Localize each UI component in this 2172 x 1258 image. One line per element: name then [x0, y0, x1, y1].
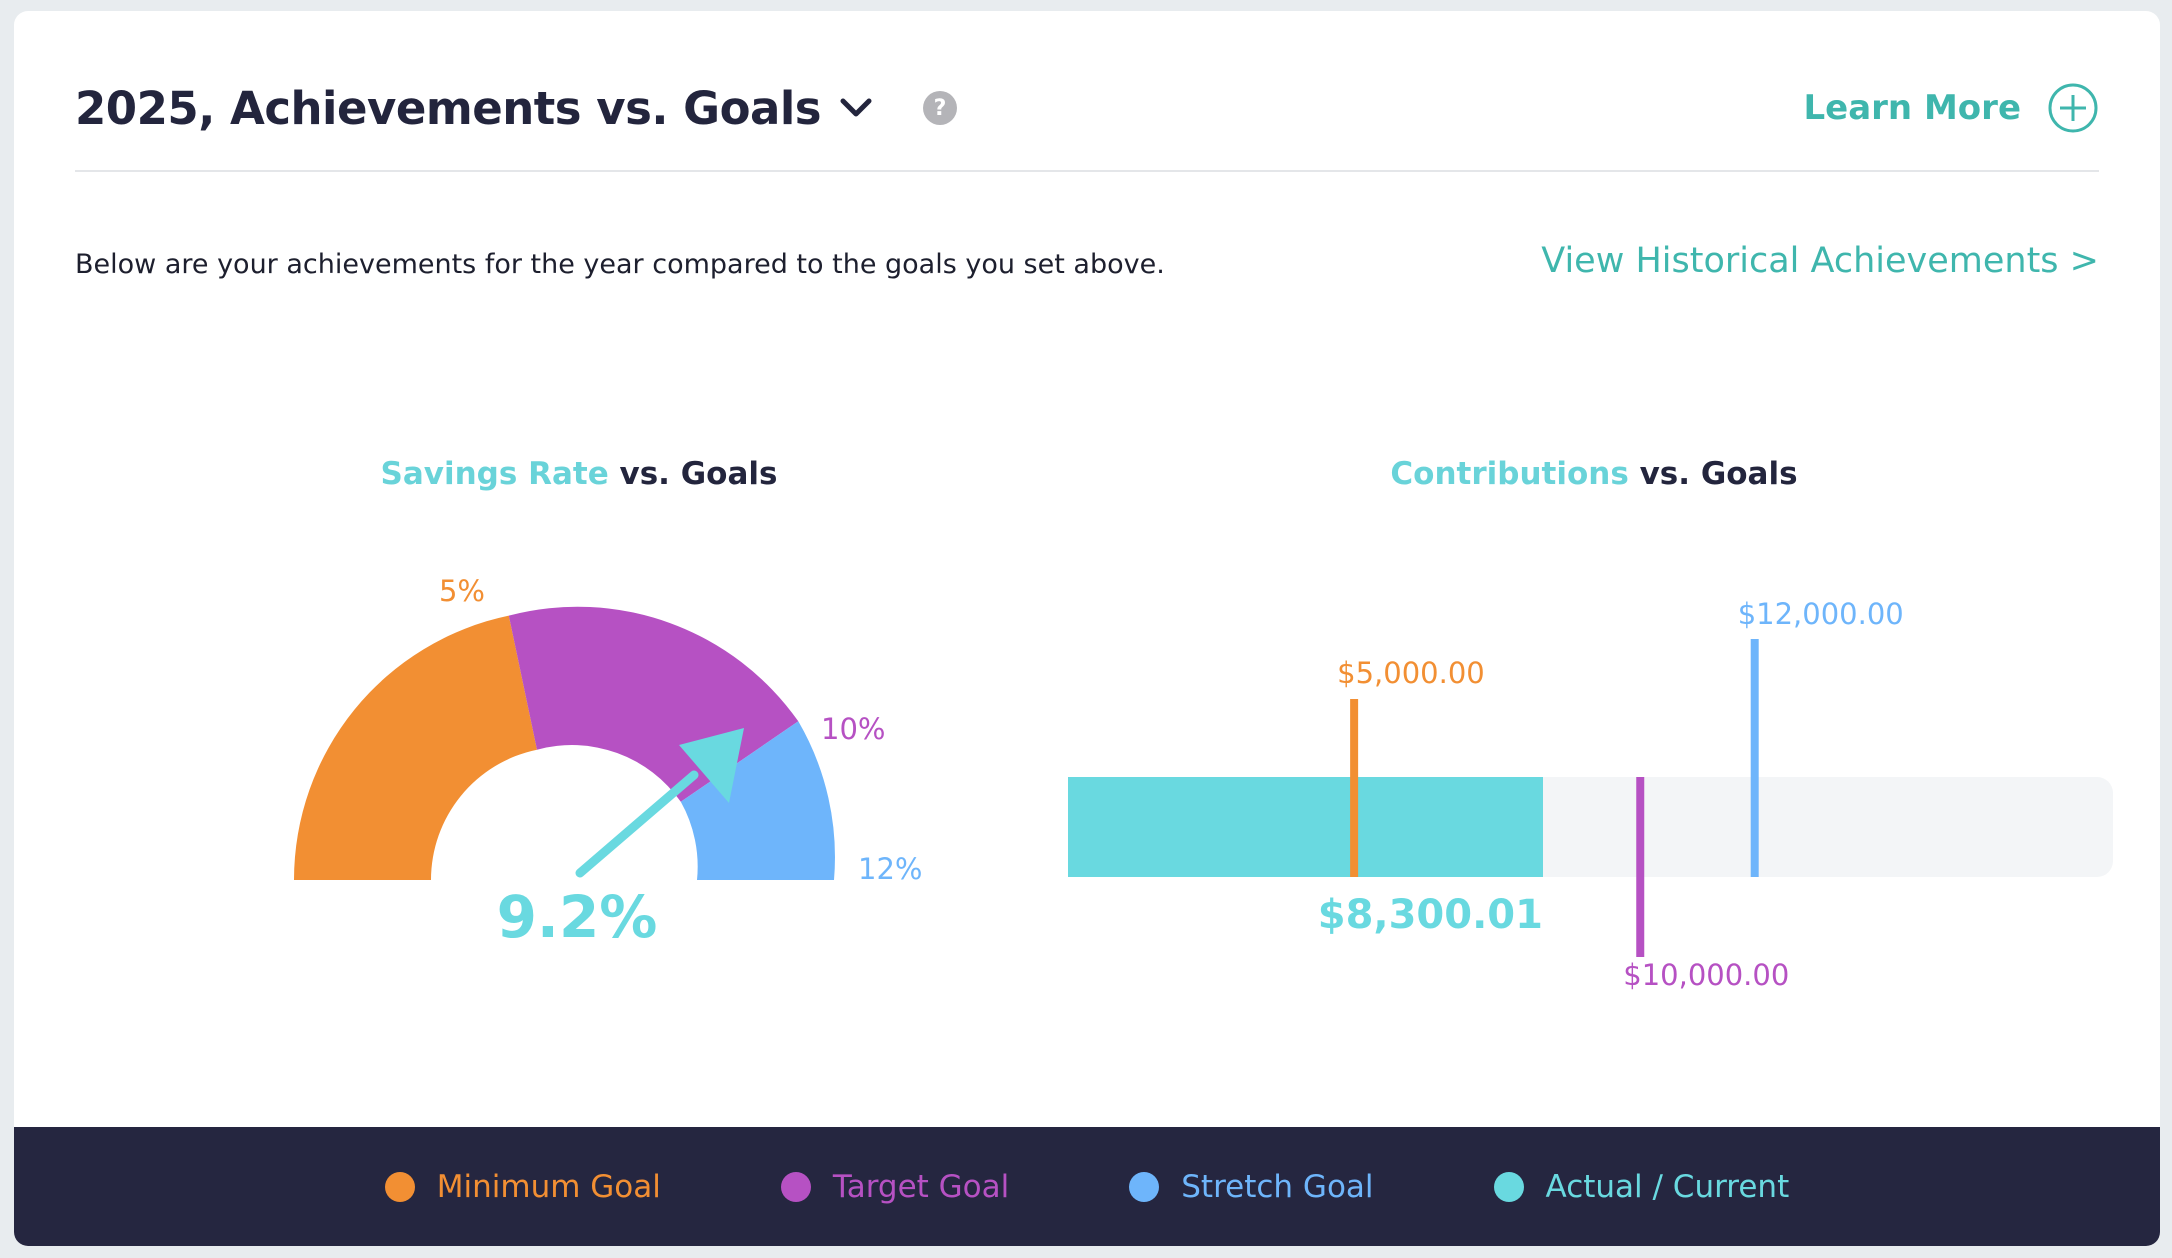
legend-dot-target — [780, 1171, 811, 1202]
contributions-current-value: $8,300.01 — [1318, 892, 1543, 938]
intro-text: Below are your achievements for the year… — [75, 249, 1165, 280]
legend-label-stretch: Stretch Goal — [1181, 1168, 1374, 1205]
gauge-stretch-segment — [680, 721, 835, 880]
legend-dot-stretch — [1129, 1171, 1160, 1202]
achievements-card: 2025, Achievements vs. Goals ? Learn Mor… — [14, 11, 2160, 1246]
savings-chart-title: Savings Rate vs. Goals — [264, 456, 894, 492]
plus-circle-icon — [2048, 83, 2098, 133]
gauge-current-value: 9.2% — [497, 883, 658, 951]
legend-item-minimum: Minimum Goal — [384, 1168, 661, 1205]
contributions-title-rest: vs. Goals — [1628, 456, 1798, 492]
chevron-down-icon[interactable] — [839, 97, 873, 119]
legend-dot-actual — [1493, 1171, 1524, 1202]
legend-item-actual: Actual / Current — [1493, 1168, 1790, 1205]
goal-label-target: $10,000.00 — [1623, 958, 1789, 992]
header-divider — [75, 170, 2099, 172]
card-header: 2025, Achievements vs. Goals ? Learn Mor… — [75, 73, 2099, 143]
help-icon[interactable]: ? — [923, 91, 958, 125]
legend-label-minimum: Minimum Goal — [436, 1168, 661, 1205]
contributions-actual-bar — [1068, 777, 1543, 877]
legend-item-target: Target Goal — [780, 1168, 1010, 1205]
page-title: 2025, Achievements vs. Goals — [75, 81, 822, 135]
gauge-needle-shaft — [575, 770, 699, 878]
gauge-needle-arrow — [679, 728, 744, 803]
learn-more-button[interactable]: Learn More — [1804, 82, 2100, 134]
legend-label-target: Target Goal — [832, 1168, 1010, 1205]
contributions-chart-title: Contributions vs. Goals — [1204, 456, 1984, 492]
savings-title-highlight: Savings Rate — [380, 456, 609, 492]
goal-label-minimum: $5,000.00 — [1337, 656, 1485, 690]
savings-title-rest: vs. Goals — [608, 456, 778, 492]
gauge-label-target: 10% — [821, 712, 885, 746]
learn-more-label: Learn More — [1803, 88, 2022, 128]
savings-rate-gauge: 5% 10% 12% 9.2% — [293, 574, 922, 951]
goal-label-stretch: $12,000.00 — [1738, 597, 1904, 631]
legend-item-stretch: Stretch Goal — [1129, 1168, 1374, 1205]
view-historical-achievements-link[interactable]: View Historical Achievements > — [1541, 241, 2099, 281]
gauge-label-minimum: 5% — [439, 574, 485, 608]
gauge-minimum-segment — [293, 615, 537, 880]
contributions-title-highlight: Contributions — [1390, 456, 1629, 492]
legend-dot-minimum — [384, 1171, 415, 1202]
legend-bar: Minimum Goal Target Goal Stretch Goal Ac… — [14, 1127, 2160, 1246]
legend-label-actual: Actual / Current — [1545, 1168, 1790, 1205]
gauge-label-stretch: 12% — [858, 852, 922, 886]
contributions-bar-chart: $5,000.00 $10,000.00 $12,000.00 $8,300.0… — [1068, 597, 2113, 992]
